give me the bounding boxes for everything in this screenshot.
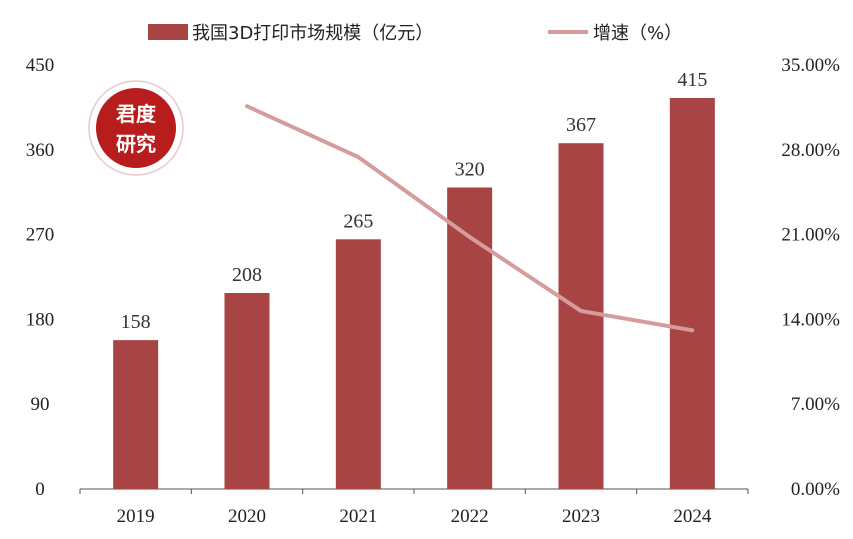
axes: 2019 2020 2021 2022 2023 2024 0 90 180 270 360 450 0… bbox=[26, 55, 840, 527]
y-right-tick-label: 21.00% bbox=[781, 225, 840, 246]
x-tick-label: 2024 bbox=[673, 506, 712, 527]
legend-label-bar: 我国3D打印市场规模（亿元） bbox=[192, 23, 433, 44]
legend-swatch-bar bbox=[148, 24, 188, 40]
y-left-tick-label: 90 bbox=[31, 394, 50, 415]
bar-2024 bbox=[669, 97, 715, 489]
x-tick-label: 2020 bbox=[228, 506, 266, 527]
y-right-tick-label: 14.00% bbox=[781, 309, 840, 330]
bars bbox=[113, 97, 715, 489]
growth-line-group bbox=[245, 104, 695, 333]
bar-value-label: 367 bbox=[566, 114, 596, 136]
logo-disc bbox=[96, 88, 176, 168]
y-left-tick-label: 450 bbox=[26, 55, 55, 76]
legend-label-line: 增速（%） bbox=[593, 23, 682, 44]
bar-value-label: 208 bbox=[232, 264, 262, 286]
bar-2020 bbox=[224, 293, 270, 489]
bar-value-label: 320 bbox=[455, 158, 485, 180]
logo-outer-ring bbox=[88, 80, 184, 176]
bar-2021 bbox=[335, 239, 381, 489]
x-tick-label: 2021 bbox=[339, 506, 377, 527]
y-left-tick-label: 360 bbox=[26, 140, 55, 161]
data-labels: 158 208 265 320 367 415 bbox=[121, 69, 708, 333]
x-tick-label: 2023 bbox=[562, 506, 600, 527]
logo-text-line1: 君度 bbox=[116, 102, 157, 126]
y-left-tick-label: 0 bbox=[35, 479, 45, 500]
y-right-tick-label: 7.00% bbox=[791, 394, 840, 415]
legend: 我国3D打印市场规模（亿元） 增速（%） bbox=[148, 23, 682, 44]
bar-value-label: 265 bbox=[343, 210, 373, 232]
y-right-tick-label: 0.00% bbox=[791, 479, 840, 500]
y-right-tick-label: 35.00% bbox=[781, 55, 840, 76]
watermark-logo: 君度 研究 bbox=[88, 80, 184, 176]
y-right-tick-label: 28.00% bbox=[781, 140, 840, 161]
bar-value-label: 158 bbox=[121, 311, 151, 333]
logo-text-line2: 研究 bbox=[116, 132, 156, 156]
x-tick-label: 2019 bbox=[117, 506, 155, 527]
y-left-tick-label: 270 bbox=[26, 225, 55, 246]
bar-value-label: 415 bbox=[677, 69, 707, 91]
x-tick-label: 2022 bbox=[451, 506, 489, 527]
bar-2022 bbox=[447, 187, 493, 489]
bar-2019 bbox=[113, 340, 159, 489]
y-left-tick-label: 180 bbox=[26, 309, 55, 330]
bar-2023 bbox=[558, 143, 604, 489]
